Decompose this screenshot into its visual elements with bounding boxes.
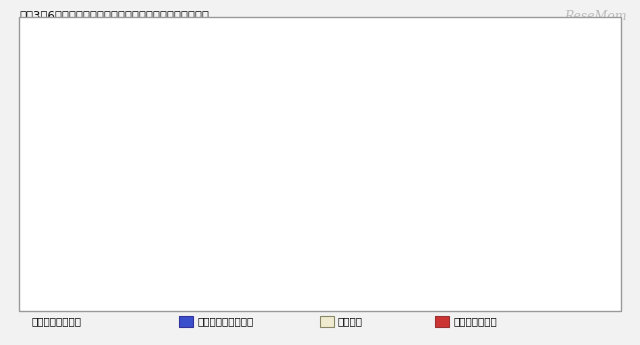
- Polygon shape: [159, 53, 167, 128]
- Text: （年度）: （年度）: [595, 280, 620, 290]
- Text: 40.8%: 40.8%: [207, 212, 233, 221]
- Polygon shape: [471, 129, 479, 184]
- Bar: [280, 64, 315, 135]
- Text: 33.7%: 33.7%: [129, 91, 156, 100]
- Text: 都外生等: 都外生等: [338, 316, 363, 326]
- Polygon shape: [202, 53, 245, 63]
- Polygon shape: [159, 118, 167, 176]
- Polygon shape: [548, 173, 556, 255]
- Text: 39.8%: 39.8%: [440, 97, 467, 106]
- Text: 37.2%: 37.2%: [284, 95, 311, 104]
- Text: 37.3%: 37.3%: [440, 215, 467, 224]
- Text: 39.7%: 39.7%: [284, 213, 311, 222]
- Text: 36.1%: 36.1%: [207, 94, 233, 103]
- Text: 併設中学入学者: 併設中学入学者: [453, 316, 497, 326]
- Bar: [436, 184, 471, 255]
- Polygon shape: [393, 53, 401, 136]
- Bar: [125, 63, 159, 128]
- Bar: [436, 63, 471, 140]
- Text: 20.5%: 20.5%: [518, 160, 544, 169]
- Text: 41.3%: 41.3%: [129, 211, 156, 220]
- Polygon shape: [237, 167, 245, 255]
- Polygon shape: [393, 169, 401, 255]
- Bar: [358, 63, 393, 136]
- Bar: [202, 63, 237, 133]
- Bar: [514, 63, 548, 145]
- Polygon shape: [159, 166, 167, 255]
- Text: 23.0%: 23.0%: [284, 153, 311, 162]
- Polygon shape: [548, 53, 556, 145]
- Polygon shape: [237, 122, 245, 177]
- Polygon shape: [280, 53, 323, 64]
- Text: 22.5%: 22.5%: [362, 153, 388, 162]
- Text: 39.7%: 39.7%: [362, 213, 388, 222]
- Polygon shape: [315, 53, 323, 135]
- Text: 都内公立中学卒業者: 都内公立中学卒業者: [197, 316, 253, 326]
- Bar: [280, 135, 315, 179]
- Bar: [514, 145, 548, 184]
- Text: 42.2%: 42.2%: [518, 100, 544, 109]
- Bar: [202, 177, 237, 255]
- Bar: [514, 184, 548, 255]
- Polygon shape: [315, 125, 323, 179]
- Text: 37.3%: 37.3%: [518, 215, 545, 224]
- Polygon shape: [358, 53, 401, 63]
- Polygon shape: [393, 126, 401, 179]
- Text: 23.1%: 23.1%: [207, 150, 233, 159]
- Bar: [202, 133, 237, 177]
- Polygon shape: [514, 53, 556, 63]
- Bar: [436, 140, 471, 184]
- Text: ReseMom: ReseMom: [564, 10, 627, 23]
- Bar: [358, 179, 393, 255]
- Bar: [358, 136, 393, 179]
- Polygon shape: [315, 169, 323, 255]
- Polygon shape: [125, 53, 167, 63]
- Text: ＜図3－6＞私立高等学校の都内公立中学卒業者の受入状況: ＜図3－6＞私立高等学校の都内公立中学卒業者の受入状況: [19, 10, 209, 23]
- Polygon shape: [436, 53, 479, 63]
- Polygon shape: [548, 134, 556, 184]
- Polygon shape: [237, 53, 245, 133]
- Bar: [125, 128, 159, 176]
- Text: 25.0%: 25.0%: [129, 148, 155, 157]
- Text: 22.9%: 22.9%: [440, 157, 467, 166]
- Polygon shape: [471, 53, 479, 140]
- Polygon shape: [471, 173, 479, 255]
- Text: データは、下から: データは、下から: [32, 316, 82, 326]
- Bar: [125, 176, 159, 255]
- Bar: [280, 179, 315, 255]
- Text: 37.8%: 37.8%: [362, 95, 389, 104]
